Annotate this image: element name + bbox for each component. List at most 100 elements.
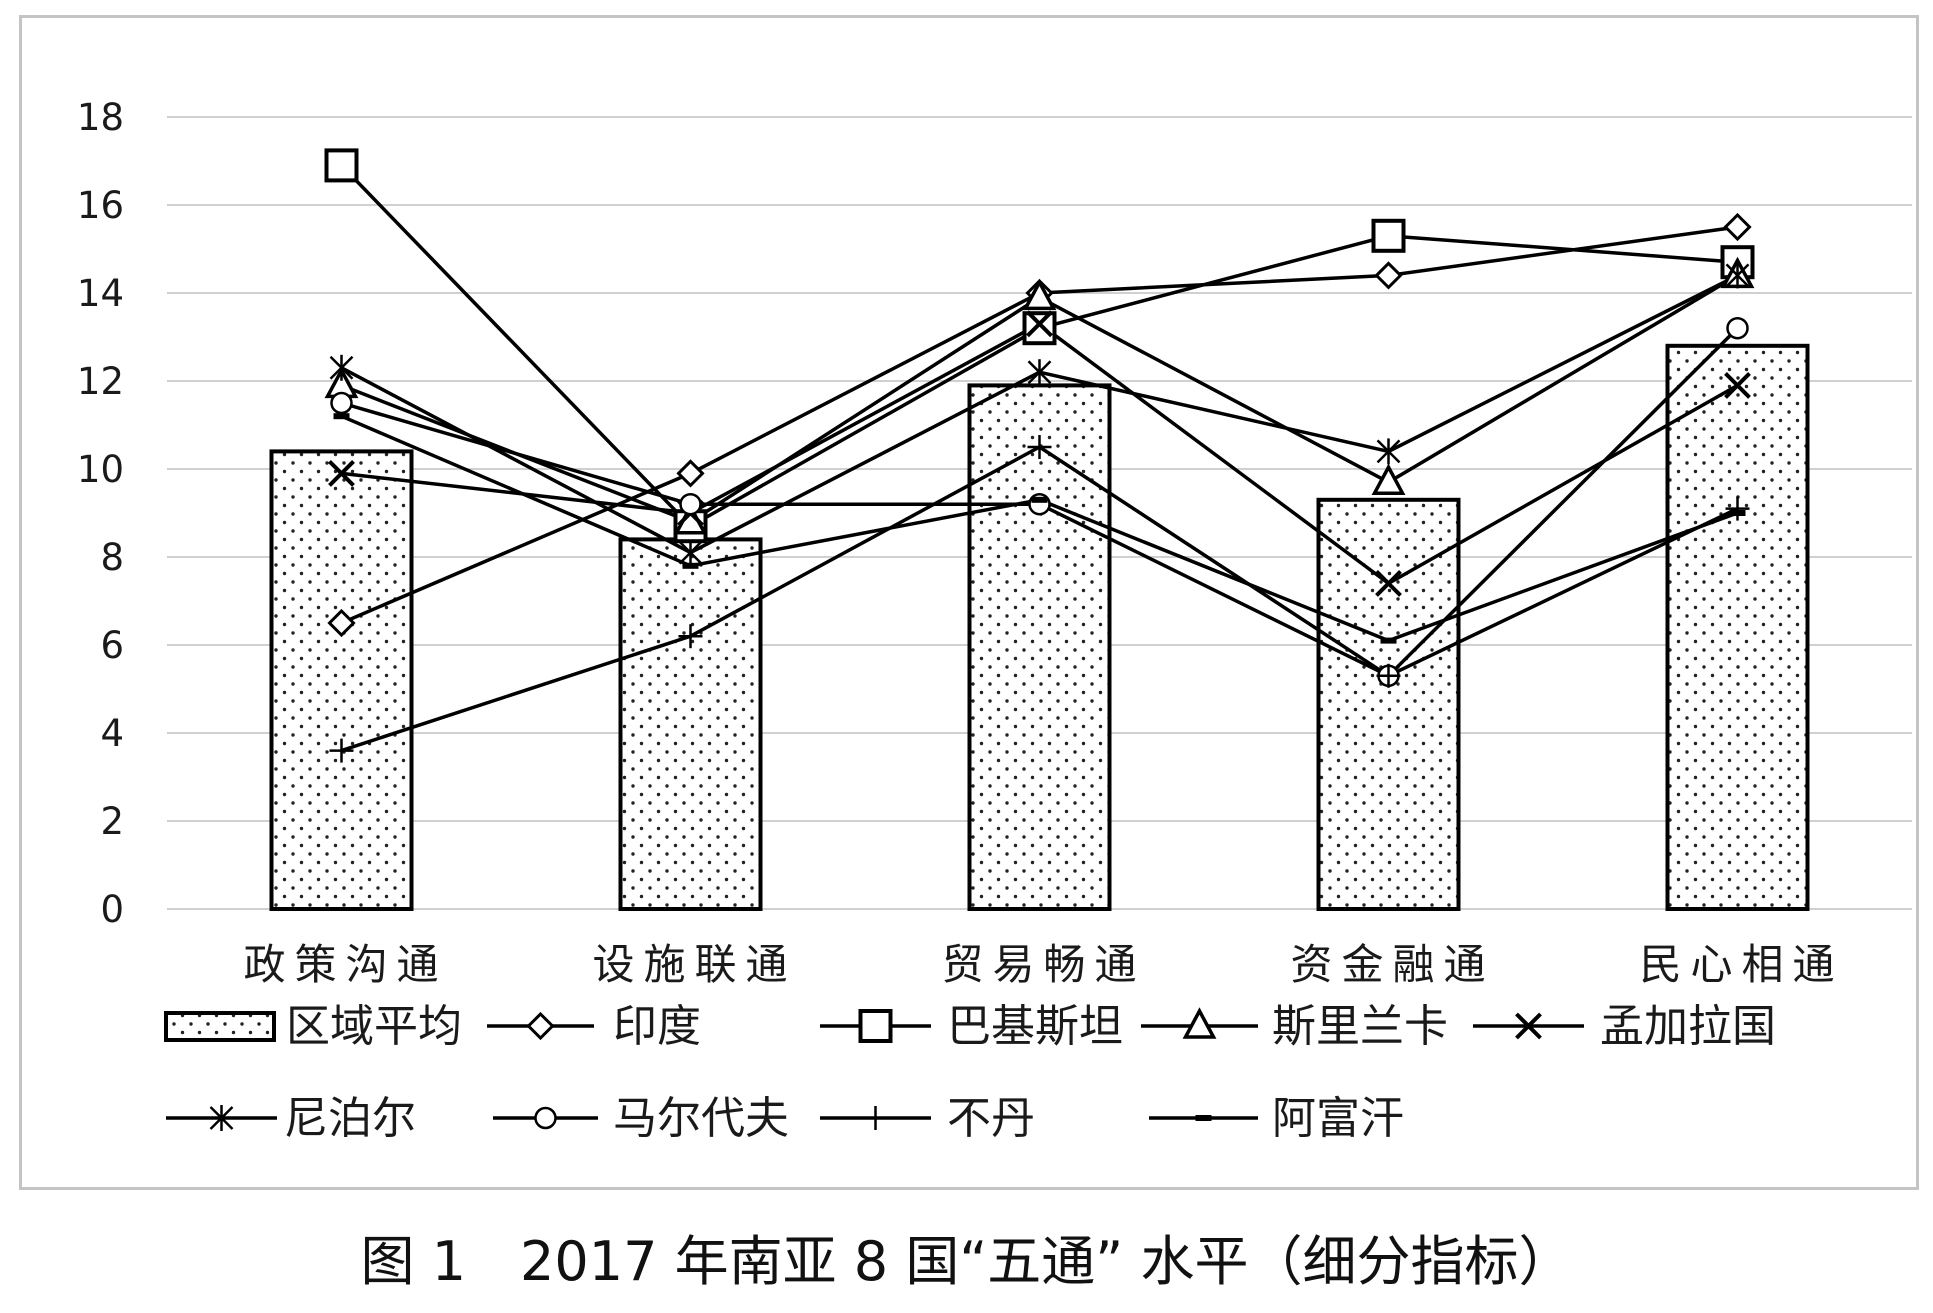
- legend-item: 斯里兰卡: [1141, 1001, 1448, 1052]
- marker-square: [1371, 218, 1406, 253]
- y-tick-label: 18: [77, 96, 124, 139]
- x-tick-label: 设施联通: [592, 940, 796, 989]
- square-shape: [858, 1009, 893, 1043]
- diamond-shape: [1374, 261, 1403, 290]
- marker-circle: [1726, 316, 1749, 340]
- legend-item: 马尔代夫: [493, 1093, 789, 1144]
- y-tick-label: 8: [100, 536, 124, 579]
- bars: [269, 343, 1810, 912]
- legend-item: 区域平均: [164, 1001, 462, 1052]
- diamond-shape: [1723, 212, 1752, 242]
- legend-label: 巴基斯坦: [947, 1001, 1123, 1052]
- marker-plus: [1376, 663, 1401, 688]
- marker-triangle: [1182, 1007, 1217, 1039]
- dash-shape: [1380, 637, 1397, 644]
- bar: [269, 449, 414, 911]
- asterisk-stroke: [209, 1106, 234, 1130]
- marker-square: [858, 1009, 893, 1043]
- marker-dash: [1380, 637, 1397, 644]
- marker-diamond: [676, 459, 705, 488]
- diamond-shape: [526, 1011, 555, 1041]
- asterisk-stroke: [1027, 360, 1052, 385]
- legend-item: 巴基斯坦: [820, 1001, 1123, 1052]
- marker-x: [1724, 371, 1751, 399]
- marker-triangle: [1371, 463, 1406, 495]
- y-tick-label: 4: [100, 712, 124, 755]
- circle-shape: [679, 492, 702, 516]
- asterisk-stroke: [1376, 439, 1401, 464]
- square-shape: [324, 148, 359, 183]
- y-tick-label: 12: [77, 360, 124, 403]
- marker-dash: [682, 562, 699, 569]
- dash-shape: [1729, 510, 1746, 516]
- series-markers: [324, 148, 1755, 763]
- bar: [1316, 497, 1461, 911]
- marker-triangle: [1022, 278, 1057, 311]
- asterisk-stroke: [329, 355, 354, 380]
- marker-x: [1375, 569, 1402, 597]
- dash-shape: [333, 413, 350, 420]
- marker-diamond: [1723, 212, 1752, 242]
- marker-dash: [1031, 496, 1048, 503]
- marker-plus: [863, 1106, 888, 1130]
- triangle-shape: [1022, 278, 1057, 311]
- circle-shape: [330, 391, 353, 415]
- marker-x: [1515, 1012, 1542, 1040]
- bar: [967, 383, 1112, 911]
- marker-circle: [679, 492, 702, 516]
- marker-x: [328, 459, 355, 487]
- x-tick-label: 资金融通: [1290, 940, 1494, 989]
- marker-square: [1022, 311, 1057, 346]
- figure-caption: 图 1 2017 年南亚 8 国“五通” 水平（细分指标）: [360, 1230, 1573, 1293]
- x-tick-label: 贸易畅通: [941, 940, 1145, 989]
- marker-asterisk: [1027, 359, 1052, 386]
- chart-frame: [19, 15, 1919, 1190]
- asterisk-stroke: [1725, 263, 1750, 288]
- marker-plus: [1725, 496, 1750, 521]
- diamond-shape: [676, 459, 705, 488]
- legend-item: 阿富汗: [1149, 1093, 1404, 1144]
- legend-item: 孟加拉国: [1473, 1001, 1776, 1052]
- marker-dash: [1195, 1115, 1212, 1121]
- marker-dash: [1729, 510, 1746, 516]
- y-axis-ticks: 0 2 4 6 8 10 12 14 16 18: [77, 96, 124, 931]
- y-tick-label: 0: [100, 888, 124, 931]
- legend-label: 斯里兰卡: [1272, 1001, 1448, 1052]
- legend-label: 尼泊尔: [284, 1093, 416, 1144]
- legend-label: 不丹: [947, 1093, 1035, 1144]
- marker-diamond: [1374, 261, 1403, 290]
- x-tick-label: 政策沟通: [243, 940, 447, 989]
- marker-plus: [329, 738, 354, 763]
- dash-shape: [1195, 1115, 1212, 1121]
- triangle-shape: [1182, 1007, 1217, 1039]
- marker-circle: [534, 1106, 557, 1130]
- y-tick-label: 10: [77, 448, 124, 491]
- marker-plus: [678, 624, 703, 649]
- circle-shape: [534, 1106, 557, 1130]
- diamond-shape: [327, 608, 356, 638]
- circle-shape: [1726, 316, 1749, 340]
- legend-label: 阿富汗: [1272, 1093, 1404, 1144]
- marker-asterisk: [678, 539, 703, 566]
- triangle-shape: [1371, 463, 1406, 495]
- legend-label: 孟加拉国: [1600, 1001, 1776, 1052]
- x-stroke: [1026, 310, 1053, 338]
- marker-circle: [330, 391, 353, 415]
- x-tick-label: 民心相通: [1639, 940, 1843, 989]
- y-tick-label: 14: [77, 272, 124, 315]
- x-axis-labels: 政策沟通 设施联通 贸易畅通 资金融通 民心相通: [243, 940, 1843, 989]
- marker-dash: [333, 413, 350, 420]
- x-stroke: [1375, 569, 1402, 597]
- marker-asterisk: [209, 1105, 234, 1131]
- legend-label: 印度: [613, 1001, 701, 1052]
- dash-shape: [682, 562, 699, 569]
- y-tick-label: 16: [77, 184, 124, 227]
- x-stroke: [328, 459, 355, 487]
- legend-label: 马尔代夫: [613, 1093, 789, 1144]
- square-shape: [1022, 311, 1057, 346]
- marker-x: [1026, 310, 1053, 338]
- legend-item: 印度: [487, 1001, 701, 1052]
- marker-diamond: [526, 1011, 555, 1041]
- marker-plus: [1027, 435, 1052, 459]
